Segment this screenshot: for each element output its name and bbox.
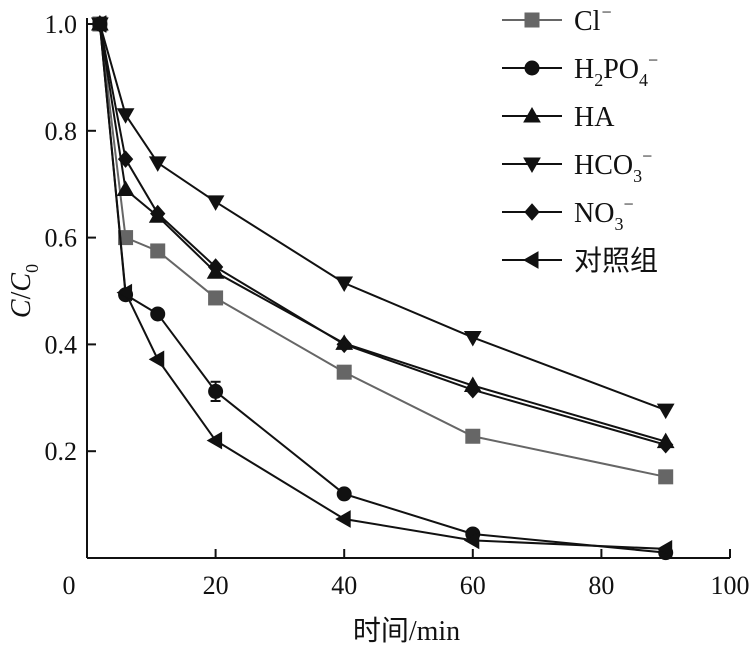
legend-marker bbox=[524, 203, 540, 221]
y-axis-title: C/C0 bbox=[6, 264, 42, 318]
legend-label: HA bbox=[574, 102, 615, 133]
data-point bbox=[465, 381, 481, 399]
data-point bbox=[206, 431, 223, 450]
legend-label-base: Cl bbox=[574, 6, 601, 37]
legend-entry: HCO3− bbox=[502, 146, 652, 186]
legend-label-base: 对照组 bbox=[574, 245, 658, 277]
data-point bbox=[118, 230, 134, 246]
y-tick-label: 0.6 bbox=[45, 224, 78, 253]
legend-label: Cl− bbox=[574, 2, 612, 37]
x-tick-label: 0 bbox=[63, 571, 76, 600]
series-3 bbox=[90, 17, 675, 420]
data-point bbox=[336, 486, 352, 502]
y-axis-title-sub: 0 bbox=[22, 264, 42, 273]
x-tick-label: 20 bbox=[203, 571, 229, 600]
data-point bbox=[463, 330, 482, 347]
y-tick-label: 0.8 bbox=[45, 117, 78, 146]
legend-label: 对照组 bbox=[574, 245, 658, 277]
data-point bbox=[207, 258, 224, 276]
data-point bbox=[208, 383, 224, 399]
data-point bbox=[465, 428, 481, 444]
legend-label-sup: − bbox=[642, 146, 652, 166]
x-ticks: 0 20 40 60 80 100 bbox=[63, 549, 750, 600]
data-point bbox=[150, 204, 166, 223]
y-tick-label: 0.4 bbox=[45, 330, 78, 359]
x-axis-title: 时间/min bbox=[353, 615, 460, 647]
data-point bbox=[148, 350, 165, 369]
data-point bbox=[336, 364, 352, 380]
data-point bbox=[150, 306, 166, 322]
legend-marker bbox=[522, 251, 539, 269]
data-point bbox=[116, 283, 133, 302]
data-point bbox=[150, 243, 166, 259]
legend-marker bbox=[523, 106, 541, 123]
data-point bbox=[336, 335, 352, 354]
legend-entry: HA bbox=[502, 102, 615, 133]
x-tick-label: 60 bbox=[460, 571, 486, 600]
data-point bbox=[656, 540, 673, 558]
legend-label-base: HA bbox=[574, 102, 615, 133]
data-point bbox=[116, 108, 135, 124]
data-point bbox=[206, 195, 225, 211]
legend-label-base: H bbox=[574, 54, 594, 85]
legend-label-sub: 3 bbox=[614, 214, 623, 234]
legend-label: HCO3− bbox=[574, 146, 652, 186]
y-tick-label: 0.2 bbox=[45, 437, 78, 466]
legend-label-sup: − bbox=[623, 194, 633, 214]
x-tick-label: 80 bbox=[588, 571, 614, 600]
legend-label-mid: PO bbox=[603, 54, 639, 85]
data-point bbox=[116, 180, 135, 197]
data-point bbox=[658, 469, 674, 485]
legend-marker bbox=[523, 157, 541, 174]
data-point bbox=[117, 150, 134, 168]
legend-marker bbox=[524, 60, 540, 76]
data-point bbox=[148, 156, 167, 172]
data-point bbox=[335, 510, 351, 528]
y-ticks: 0.2 0.4 0.6 0.8 1.0 bbox=[45, 10, 96, 466]
legend-label-sup: − bbox=[601, 2, 611, 22]
data-point bbox=[208, 290, 224, 306]
x-tick-label: 100 bbox=[711, 571, 750, 600]
legend-label-base: HCO bbox=[574, 150, 633, 181]
data-point bbox=[658, 436, 674, 454]
y-tick-label: 1.0 bbox=[45, 10, 78, 39]
legend-entry: Cl− bbox=[502, 2, 612, 37]
series-group bbox=[90, 14, 675, 561]
y-axis-title-c: C bbox=[6, 299, 37, 318]
legend-label: NO3− bbox=[574, 194, 634, 234]
series-1 bbox=[92, 16, 674, 561]
data-point bbox=[656, 403, 675, 420]
y-axis-title-c0: C bbox=[6, 273, 37, 292]
data-point bbox=[335, 276, 354, 292]
y-axis-title-sep: / bbox=[6, 291, 37, 299]
legend-marker bbox=[524, 12, 540, 28]
legend-label: H2PO4− bbox=[574, 50, 658, 90]
data-point bbox=[90, 15, 107, 33]
data-point bbox=[463, 531, 480, 550]
legend-label-sup: − bbox=[648, 50, 658, 70]
series-line bbox=[98, 23, 666, 446]
legend-entry: NO3− bbox=[502, 194, 634, 234]
x-tick-label: 40 bbox=[331, 571, 357, 600]
legend-label-sub: 2 bbox=[594, 70, 603, 90]
legend-label-sub: 3 bbox=[633, 166, 642, 186]
axes bbox=[86, 18, 730, 559]
legend-label-base: NO bbox=[574, 198, 614, 229]
legend-entry: 对照组 bbox=[502, 245, 658, 277]
series-5 bbox=[90, 15, 673, 558]
legend-label-sub: 4 bbox=[639, 70, 648, 90]
legend-entry: H2PO4− bbox=[502, 50, 658, 90]
